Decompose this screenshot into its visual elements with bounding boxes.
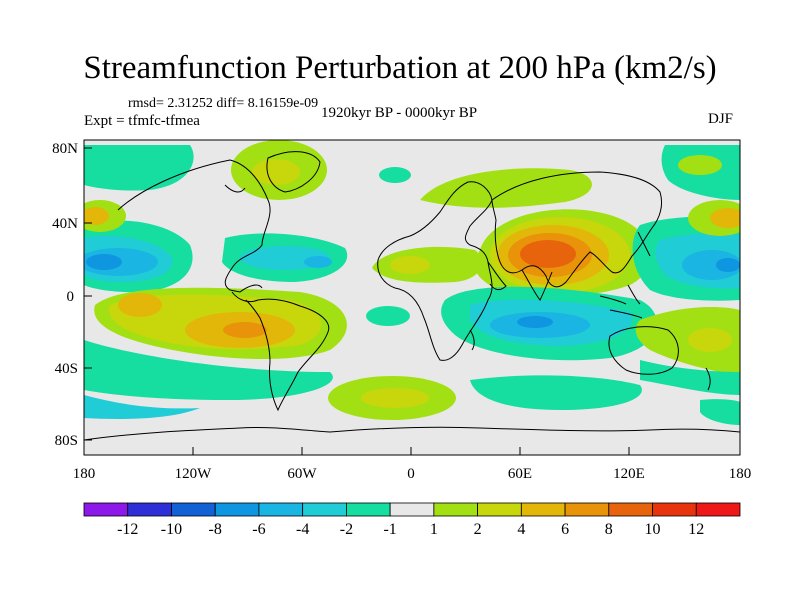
lat-label-0: 0 [67,289,75,305]
lat-label-80s: 80S [55,433,78,449]
lon-label-180w: 180 [73,466,96,482]
lon-label-120w: 120W [175,466,213,482]
colorbar: -12 -10 -8 -6 -4 -2 -1 1 2 4 6 8 10 12 [83,502,741,538]
expt-label: Expt = tfmfc-tfmea [84,113,200,129]
colorbar-swatch [608,502,653,517]
colorbar-label: -6 [252,521,265,538]
lon-label-180e: 180 [729,466,752,482]
colorbar-label: -1 [383,521,396,538]
lat-label-40n: 40N [52,216,78,232]
colorbar-swatch [433,502,479,517]
colorbar-label: -10 [161,521,182,538]
lon-label-0: 0 [407,466,415,482]
colorbar-label: 6 [561,521,569,538]
lon-label-60w: 60W [287,466,317,482]
lat-label-80n: 80N [52,141,78,157]
colorbar-swatch [389,502,435,517]
colorbar-swatch [652,502,697,517]
colorbar-swatch [695,502,741,517]
colorbar-label: 8 [605,521,613,538]
colorbar-swatch [171,502,216,517]
lon-label-120e: 120E [613,466,645,482]
colorbar-swatch [345,502,391,517]
contour-field [84,140,740,455]
lat-label-40s: 40S [55,361,78,377]
colorbar-label: -2 [340,521,353,538]
map-frame [83,139,741,456]
colorbar-swatch [302,502,347,517]
colorbar-swatch [477,502,522,517]
lon-label-60e: 60E [508,466,532,482]
season-label: DJF [708,111,734,127]
stats-label: rmsd= 2.31252 diff= 8.16159e-09 [128,96,319,111]
colorbar-label: 12 [688,521,704,538]
colorbar-swatch [258,502,304,517]
colorbar-label: -4 [296,521,309,538]
colorbar-swatch [520,502,566,517]
colorbar-label: -12 [117,521,138,538]
colorbar-swatch [83,502,129,517]
colorbar-label: 1 [430,521,438,538]
coastlines [84,151,740,441]
colorbar-label: 2 [474,521,482,538]
map-title: Streamfunction Perturbation at 200 hPa (… [83,50,717,86]
period-label: 1920kyr BP - 0000kyr BP [321,105,478,121]
colorbar-label: 10 [645,521,661,538]
colorbar-swatch [214,502,260,517]
colorbar-label: -8 [209,521,222,538]
colorbar-label: 4 [517,521,525,538]
colorbar-swatch [564,502,610,517]
colorbar-swatch [127,502,172,517]
map-ticks [83,147,741,455]
